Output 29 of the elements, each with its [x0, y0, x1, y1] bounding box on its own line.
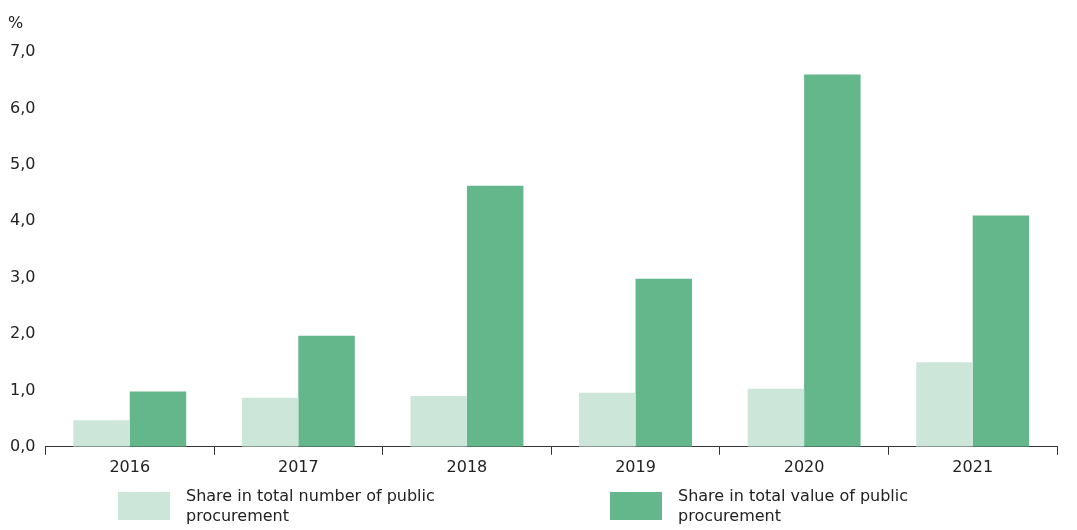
bar: [804, 74, 861, 447]
bar: [747, 388, 805, 447]
y-tick-label: 3,0: [9, 266, 36, 286]
bar: [410, 396, 467, 447]
x-tick-label: 2016: [109, 456, 151, 476]
y-tick-label: 4,0: [9, 210, 36, 230]
y-tick-label: 7,0: [9, 41, 36, 61]
bar: [972, 215, 1030, 447]
legend-label: Share in total number of public procurement: [186, 486, 436, 526]
y-tick-label: 1,0: [9, 379, 36, 399]
bar: [298, 335, 355, 447]
y-tick-label: 2,0: [9, 323, 36, 343]
bar: [129, 391, 187, 447]
y-tick-label: 0,0: [9, 435, 36, 455]
bar: [916, 362, 973, 447]
x-tick-label: 2018: [446, 456, 488, 476]
legend-label: Share in total value of public procurement: [678, 486, 910, 526]
x-tick-label: 2021: [952, 456, 994, 476]
bar: [579, 392, 636, 447]
y-tick-label: 6,0: [9, 97, 36, 117]
bar: [73, 420, 130, 447]
y-tick-label: 5,0: [9, 153, 36, 173]
bar: [466, 185, 524, 447]
y-axis-title: %: [8, 13, 24, 32]
x-tick-label: 2020: [783, 456, 825, 476]
bar: [241, 397, 299, 447]
x-tick-label: 2017: [277, 456, 319, 476]
x-tick-label: 2019: [615, 456, 656, 476]
bar: [635, 278, 692, 447]
